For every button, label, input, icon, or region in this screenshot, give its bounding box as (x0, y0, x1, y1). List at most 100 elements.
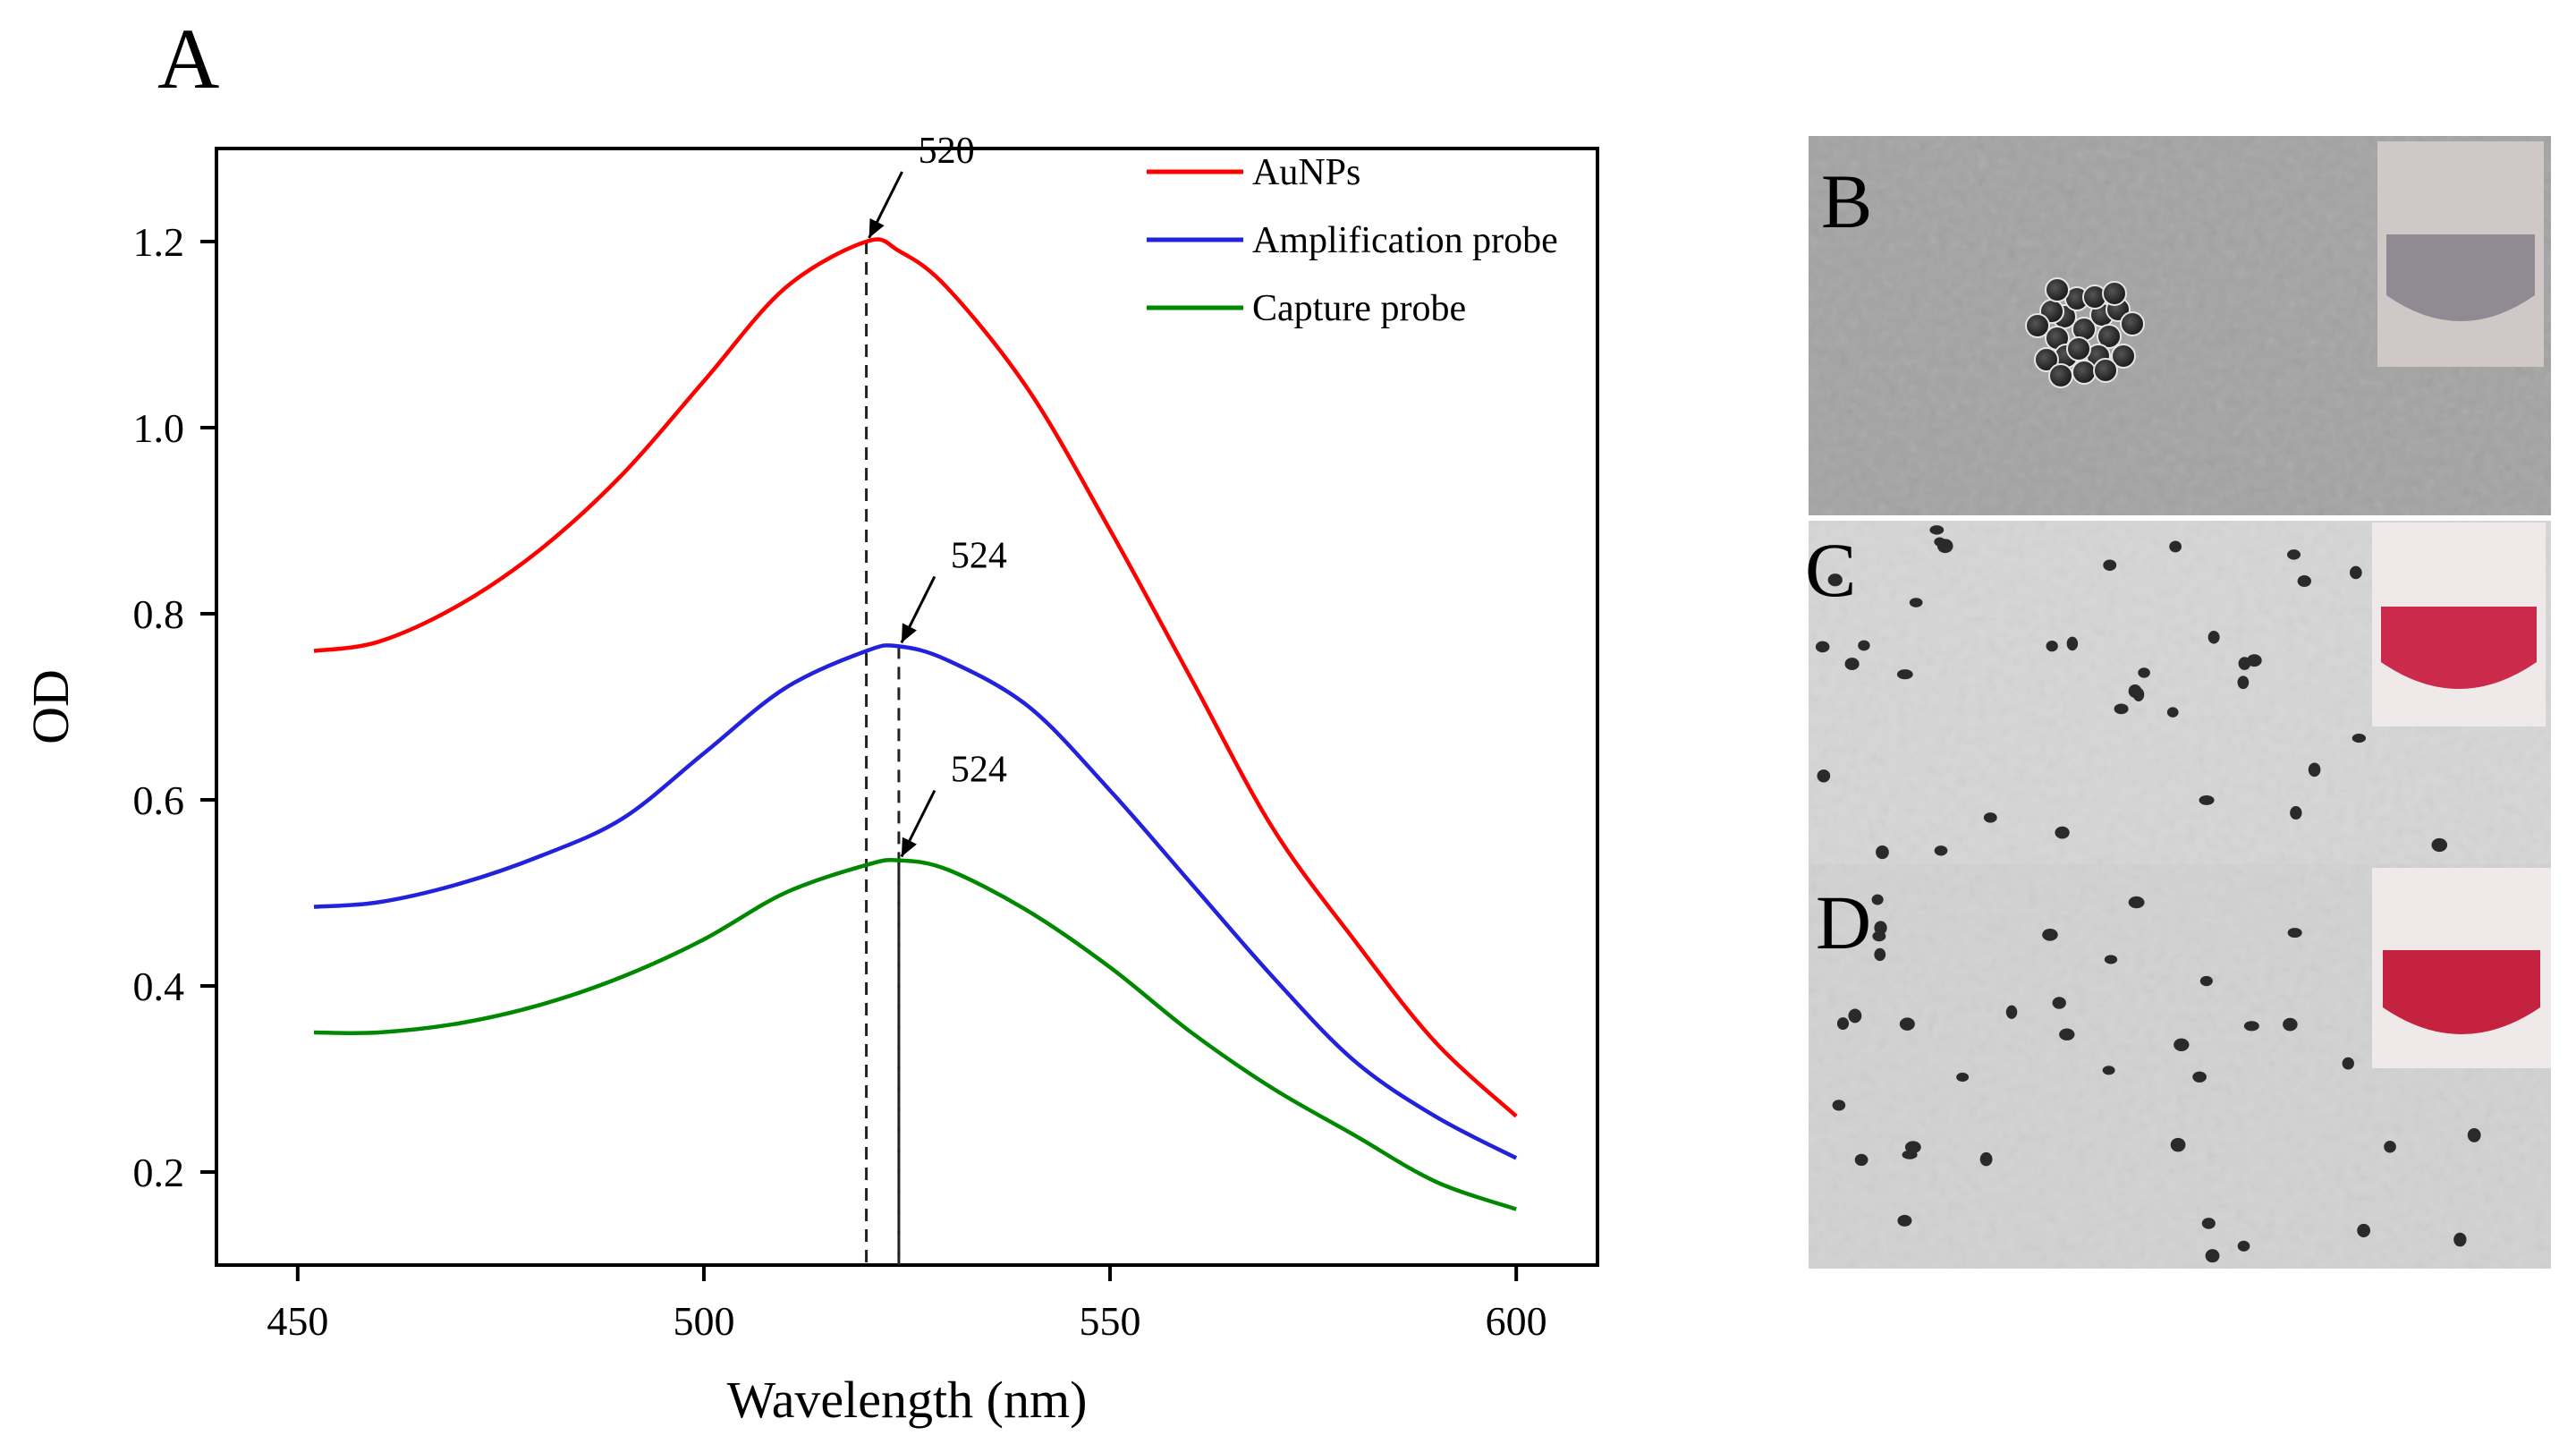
series-line-aunps (313, 237, 1518, 1118)
nanoparticle (2308, 762, 2321, 777)
nanoparticle (1904, 1141, 1921, 1154)
nanoparticle (1909, 598, 1923, 607)
nanoparticle (1832, 1100, 1846, 1111)
nanoparticle (2066, 636, 2079, 651)
nanoparticle (2128, 896, 2145, 909)
reference-lines (865, 242, 901, 1265)
nanoparticle (2467, 1127, 2481, 1142)
nanoparticle (1896, 669, 1913, 680)
nanoparticle (1827, 573, 1843, 587)
dispersed-particles-c (1815, 525, 2448, 860)
annotation-label: 520 (919, 131, 975, 172)
nanoparticle (2114, 703, 2129, 715)
nanoparticle (2046, 640, 2058, 652)
nanoparticle (1929, 525, 1945, 535)
nanoparticle (2005, 1005, 2018, 1019)
panel-label-a: A (157, 11, 219, 106)
series-line-capture-probe (313, 857, 1517, 1211)
nanoparticle (2111, 344, 2136, 369)
x-axis-title: Wavelength (nm) (727, 1371, 1088, 1429)
nanoparticle (2045, 277, 2070, 302)
axis-ticks: 450 500 550 600 0.2 0.4 0.6 0.8 1.0 1.2 (133, 219, 1547, 1344)
series-line-amplification-probe (313, 642, 1518, 1160)
nanoparticle (2384, 1141, 2396, 1153)
peak-annotations: 520 524 524 (868, 131, 1007, 858)
legend: AuNPs Amplification probe Capture probe (1147, 152, 1558, 329)
legend-label: AuNPs (1252, 152, 1360, 193)
nanoparticle (1871, 894, 1884, 905)
nanoparticle (1844, 658, 1860, 671)
nanoparticle (1934, 845, 1948, 856)
tube-liquid-c (2381, 607, 2537, 689)
x-tick-label: 550 (1080, 1298, 1141, 1344)
nanoparticle (2102, 1066, 2115, 1075)
nanoparticle (2042, 928, 2058, 941)
nanoparticle (1897, 1214, 1912, 1227)
panel-label-c: C (1805, 527, 1856, 613)
nanoparticle (1848, 1008, 1862, 1024)
nanoparticle (1899, 1017, 1915, 1031)
nanoparticle (2103, 559, 2117, 571)
nanoparticle (2237, 1240, 2250, 1252)
nanoparticle (2287, 549, 2301, 560)
nanoparticle (2297, 575, 2311, 587)
nanoparticle (2453, 1232, 2467, 1247)
nanoparticle (2205, 1249, 2220, 1263)
nanoparticle (1854, 1153, 1868, 1167)
nanoparticle (2243, 1021, 2259, 1032)
y-tick-label: 0.4 (133, 964, 185, 1009)
y-tick-label: 1.0 (133, 405, 185, 451)
nanoparticle (1836, 1017, 1850, 1031)
annotation-label: 524 (951, 750, 1007, 791)
dispersed-particles-d (1832, 894, 2481, 1263)
nanoparticle (2199, 794, 2215, 805)
panel-label-d: D (1816, 879, 1871, 965)
tube-liquid-d (2383, 950, 2540, 1034)
nanoparticle (2199, 975, 2213, 987)
legend-label: Capture probe (1252, 288, 1466, 329)
nanoparticle (2052, 997, 2066, 1009)
nanoparticle (2048, 363, 2073, 388)
nanoparticle (1983, 812, 1997, 823)
x-tick-label: 500 (673, 1298, 734, 1344)
nanoparticle (2059, 1028, 2075, 1041)
y-axis-title: OD (21, 669, 80, 744)
nanoparticle (2025, 313, 2050, 338)
nanoparticle (2128, 684, 2142, 698)
series-layer (313, 237, 1518, 1211)
nanoparticle (1956, 1072, 1970, 1083)
nanoparticle (2201, 1218, 2216, 1229)
x-tick-label: 600 (1486, 1298, 1547, 1344)
tem-image-d: D (1809, 864, 2551, 1269)
nanoparticle (1876, 845, 1889, 860)
nanoparticle (2138, 667, 2150, 678)
nanoparticle (2357, 1223, 2370, 1237)
annotation-arrowhead (869, 218, 885, 238)
nanoparticle (2055, 826, 2070, 839)
nanoparticle (2283, 1017, 2298, 1032)
nanoparticle (1874, 947, 1886, 962)
nanoparticle (2174, 1038, 2190, 1051)
nanoparticle (2169, 540, 2182, 553)
tem-image-c: C (1805, 521, 2551, 864)
od-spectrum-chart: 450 500 550 600 0.2 0.4 0.6 0.8 1.0 1.2 520 524 524… (21, 131, 1599, 1429)
x-tick-label: 450 (267, 1298, 328, 1344)
y-tick-label: 1.2 (133, 219, 185, 265)
y-tick-label: 0.8 (133, 591, 185, 637)
nanoparticle (2170, 1137, 2186, 1152)
nanoparticle (2192, 1071, 2207, 1083)
annotation-arrowhead (901, 623, 917, 643)
nanoparticle (2350, 565, 2362, 580)
nanoparticle (2237, 675, 2250, 690)
nanoparticle (2072, 360, 2097, 385)
nanoparticle (2102, 281, 2127, 306)
nanoparticle (1979, 1151, 1993, 1167)
nanoparticle (1934, 537, 1945, 547)
nanoparticle (2207, 630, 2220, 644)
nanoparticle (2351, 733, 2367, 743)
panel-label-b: B (1821, 158, 1872, 244)
nanoparticle (1874, 921, 1887, 935)
y-tick-label: 0.6 (133, 777, 185, 823)
nanoparticle (2120, 311, 2145, 336)
